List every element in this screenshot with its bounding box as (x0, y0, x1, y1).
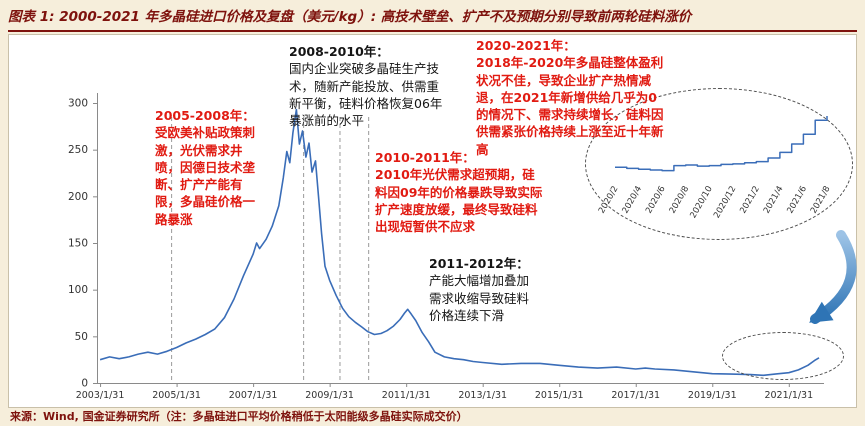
source-note: 来源：Wind, 国金证券研究所（注：多晶硅进口平均价格稍低于太阳能级多晶硅实际… (10, 408, 468, 424)
x-tick-label: 2011/1/31 (382, 390, 431, 401)
x-tick-label: 2007/1/31 (229, 390, 278, 401)
annotation-body: 受欧美补贴政策刺激，光伏需求井喷，因德日技术垄断、扩产产能有限，多晶硅价格一路暴… (155, 125, 256, 227)
annotation-body: 2018年-2020年多晶硅整体盈利状况不佳，导致企业扩产热情减退，在2021年… (476, 55, 664, 157)
inset-x-tick-label: 2020/10 (688, 185, 714, 221)
inset-x-tick-label: 2020/12 (712, 185, 738, 221)
inset-x-tick-label: 2021/8 (809, 185, 833, 216)
annotation-body: 2010年光伏需求超预期，硅料因09年的价格暴跌导致实际扩产速度放缓，最终导致硅… (375, 167, 543, 234)
annotation-2008-2010: 2008-2010年： 国内企业突破多晶硅生产技术，随新产能投放、供需重新平衡，… (289, 43, 445, 129)
annotation-header: 2011-2012年： (429, 256, 529, 271)
inset-x-tick-label: 2020/2 (597, 185, 621, 216)
inset-highlight-oval (585, 88, 853, 240)
y-tick-label: 150 (68, 238, 88, 250)
inset-price-line (615, 116, 828, 172)
annotation-2010-2011: 2010-2011年： 2010年光伏需求超预期，硅料因09年的价格暴跌导致实际… (375, 149, 547, 235)
x-tick-label: 2015/1/31 (535, 390, 584, 401)
annotation-2011-2012: 2011-2012年： 产能大幅增加叠加需求收缩导致硅料价格连续下滑 (429, 255, 535, 324)
y-tick-label: 200 (68, 191, 88, 203)
y-tick-label: 300 (68, 98, 88, 110)
annotation-2005-2008: 2005-2008年： 受欧美补贴政策刺激，光伏需求井喷，因德日技术垄断、扩产产… (155, 107, 259, 228)
inset-x-tick-label: 2020/4 (621, 185, 645, 216)
price-spike-oval (722, 332, 844, 380)
x-tick-label: 2013/1/31 (458, 390, 507, 401)
x-tick-label: 2019/1/31 (688, 390, 737, 401)
main-chart-svg: 0 50 100 150 200 250 300 2003/1/31 2005/1/31 2007… (68, 93, 857, 401)
y-tick-label: 0 (81, 378, 88, 390)
annotation-2020-2021: 2020-2021年： 2018年-2020年多晶硅整体盈利状况不佳，导致企业扩… (476, 37, 666, 158)
price-line (99, 108, 820, 377)
annotation-body: 国内企业突破多晶硅生产技术，随新产能投放、供需重新平衡，硅料价格恢复06年暴涨前… (289, 61, 443, 128)
x-tick-label: 2021/1/31 (764, 390, 813, 401)
x-tick-label: 2009/1/31 (305, 390, 354, 401)
annotation-body: 产能大幅增加叠加需求收缩导致硅料价格连续下滑 (429, 273, 530, 323)
y-tick-label: 50 (75, 331, 88, 343)
inset-x-tick-label: 2021/4 (762, 185, 786, 216)
chart-panel: 0 50 100 150 200 250 300 2003/1/31 2005/1/31 2007… (8, 34, 857, 408)
inset-x-tick-label: 2020/8 (668, 185, 692, 216)
y-tick-label: 100 (68, 284, 88, 296)
inset-x-tick-label: 2020/6 (644, 185, 668, 216)
note-text: （注：多晶硅进口平均价格稍低于太阳能级多晶硅实际成交价） (159, 410, 468, 423)
x-tick-label: 2003/1/31 (76, 390, 125, 401)
inset-x-tick-label: 2021/2 (738, 185, 762, 216)
x-tick-label: 2017/1/31 (611, 390, 660, 401)
inset-x-tick-label: 2021/6 (785, 185, 809, 216)
annotation-header: 2020-2021年： (476, 38, 576, 53)
y-tick-label: 250 (68, 144, 88, 156)
figure-title: 图表 1: 2000-2021 年多晶硅进口价格及复盘（美元/kg）: 高技术壁… (8, 5, 857, 32)
zoom-arrow-icon (809, 230, 857, 324)
annotation-header: 2005-2008年： (155, 108, 255, 123)
x-tick-label: 2005/1/31 (152, 390, 201, 401)
source-text: 来源：Wind, 国金证券研究所 (10, 410, 160, 423)
annotation-header: 2008-2010年： (289, 44, 389, 59)
annotation-header: 2010-2011年： (375, 150, 475, 165)
